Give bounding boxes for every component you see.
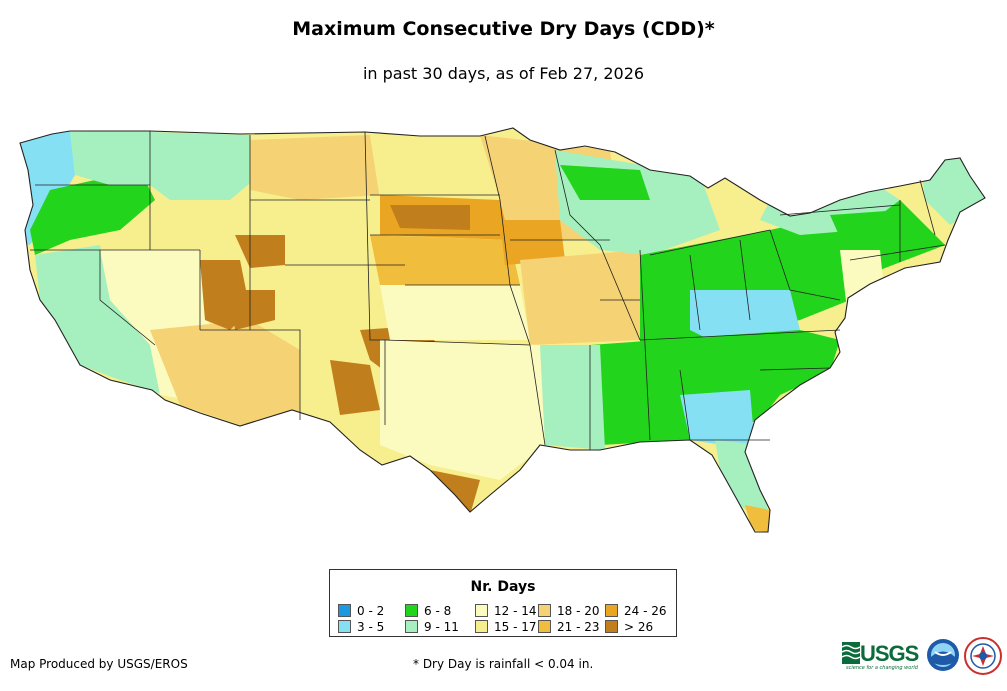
legend-item-24-26: 24 - 26	[605, 604, 667, 618]
noaa-logo-icon	[927, 639, 959, 671]
cdd-map	[19, 127, 986, 533]
dryness-regions	[20, 128, 985, 532]
agency-logos: USGS science for a changing world	[842, 636, 1007, 676]
region-nd-yellow	[370, 135, 500, 200]
nws-logo-icon	[964, 637, 1002, 675]
legend-item-15-17: 15 - 17	[475, 620, 537, 634]
region-ca-mint	[35, 245, 165, 395]
footnote-text: * Dry Day is rainfall < 0.04 in.	[413, 657, 594, 671]
legend-item-9-11: 9 - 11	[405, 620, 459, 634]
region-ga-blue	[680, 390, 755, 450]
region-pacnw-green	[30, 170, 155, 255]
legend-swatch	[605, 620, 618, 633]
legend-swatch	[538, 604, 551, 617]
legend-swatch	[338, 620, 351, 633]
legend-swatch	[338, 604, 351, 617]
region-la-mint	[540, 345, 605, 450]
legend-swatch	[538, 620, 551, 633]
region-ia-orange	[500, 220, 565, 265]
state-boundaries	[30, 131, 946, 450]
usgs-wave-icon	[842, 642, 860, 664]
region-co-brown	[230, 290, 275, 330]
legend-item-3-5: 3 - 5	[338, 620, 384, 634]
legend: Nr. Days 0 - 2 3 - 5 6 - 8 9 - 11 12 - 1…	[329, 569, 677, 637]
legend-swatch	[405, 604, 418, 617]
us-outline	[19, 127, 986, 533]
region-wy-brown	[235, 235, 285, 268]
legend-item-12-14: 12 - 14	[475, 604, 537, 618]
region-ne-green	[830, 210, 945, 262]
region-mt-gold	[250, 135, 380, 200]
usgs-logo: USGS	[860, 641, 919, 666]
region-nm-brown	[330, 360, 380, 415]
region-az-gold	[150, 320, 300, 425]
region-wa-mint	[70, 130, 160, 185]
legend-title: Nr. Days	[470, 579, 536, 595]
legend-item-18-20: 18 - 20	[538, 604, 600, 618]
region-tx-brown	[430, 470, 480, 515]
region-mo-gold	[520, 250, 640, 345]
usgs-tagline: science for a changing world	[846, 665, 918, 671]
region-sd-brown	[390, 205, 470, 230]
legend-swatch	[475, 604, 488, 617]
region-southeast-green	[590, 330, 840, 445]
region-id-mint	[150, 132, 260, 200]
region-ne-gold	[370, 235, 520, 285]
legend-item-gt-26: > 26	[605, 620, 653, 634]
legend-swatch	[405, 620, 418, 633]
region-up-green	[560, 165, 650, 200]
legend-item-21-23: 21 - 23	[538, 620, 600, 634]
legend-swatch	[605, 604, 618, 617]
region-tx-pale	[380, 340, 545, 480]
legend-swatch	[475, 620, 488, 633]
legend-item-6-8: 6 - 8	[405, 604, 451, 618]
legend-item-0-2: 0 - 2	[338, 604, 384, 618]
region-pacnw-blue	[20, 130, 75, 245]
credit-text: Map Produced by USGS/EROS	[10, 657, 188, 671]
map-title: Maximum Consecutive Dry Days (CDD)*	[292, 18, 715, 40]
map-subtitle: in past 30 days, as of Feb 27, 2026	[362, 64, 645, 83]
region-ks-pale	[380, 285, 530, 340]
